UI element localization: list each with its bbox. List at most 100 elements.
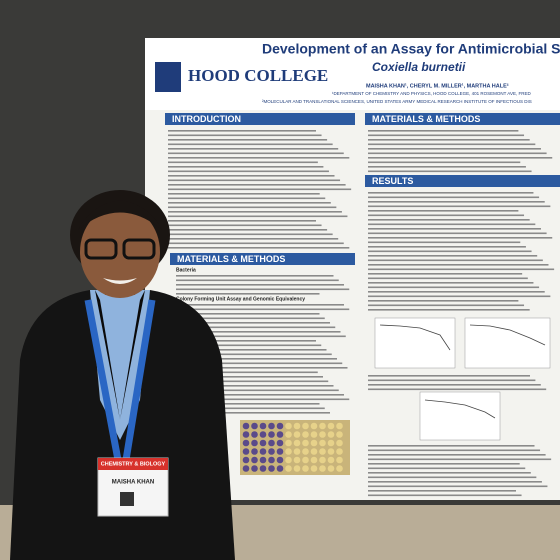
well — [251, 456, 258, 464]
text-line — [176, 293, 320, 295]
section-heading: INTRODUCTION — [172, 114, 241, 124]
text-line — [168, 134, 322, 137]
text-line — [368, 157, 553, 159]
well — [242, 439, 250, 447]
graph — [374, 317, 456, 369]
poster-header — [145, 38, 560, 110]
text-line — [368, 201, 545, 203]
text-line — [368, 264, 549, 266]
text-line — [368, 309, 530, 311]
text-line — [368, 134, 525, 137]
text-line — [176, 367, 348, 369]
well — [251, 422, 258, 430]
subheading: Bacteria — [176, 267, 196, 273]
well — [251, 448, 258, 455]
face — [80, 206, 160, 298]
lapel — [95, 290, 120, 420]
text-line — [168, 224, 322, 227]
well — [327, 422, 335, 430]
text-line — [176, 362, 343, 365]
text-line — [368, 196, 540, 199]
text-line — [176, 380, 329, 383]
text-line — [168, 161, 318, 164]
well — [327, 439, 335, 447]
well — [302, 431, 309, 438]
well — [268, 448, 275, 455]
text-line — [176, 279, 339, 282]
text-line — [168, 166, 324, 168]
section-bar — [365, 175, 560, 187]
text-line — [368, 476, 537, 479]
well — [327, 465, 335, 472]
badge-event: CHEMISTRY & BIOLOGY — [101, 461, 166, 467]
well — [310, 465, 318, 472]
well — [336, 439, 343, 447]
poster-subtitle: Coxiella burnetii — [372, 60, 466, 74]
text-line — [368, 467, 526, 470]
text-line — [368, 130, 519, 132]
text-line — [368, 192, 534, 194]
well — [242, 431, 250, 438]
text-line — [168, 206, 337, 209]
text-line — [368, 485, 548, 488]
text-line — [368, 139, 530, 141]
text-line — [368, 388, 547, 391]
well — [285, 439, 292, 447]
text-line — [368, 490, 516, 492]
text-line — [368, 375, 530, 377]
poster-authors: MAISHA KHAN¹, CHERYL M. MILLER¹, MARTHA … — [366, 82, 509, 89]
text-line — [368, 237, 553, 239]
wells — [242, 422, 343, 472]
text-line — [176, 284, 344, 286]
text-line — [368, 143, 536, 146]
logo-text: HOOD COLLEGE — [188, 66, 328, 85]
well — [259, 431, 267, 438]
glasses — [84, 238, 118, 260]
text-line — [176, 326, 336, 329]
well — [319, 465, 326, 472]
well — [293, 439, 301, 447]
text-line — [368, 205, 551, 208]
well — [268, 431, 275, 438]
well — [242, 448, 250, 455]
text-line — [176, 394, 344, 396]
text-line — [168, 238, 339, 240]
badge-band — [98, 458, 168, 470]
text-line — [368, 259, 543, 262]
well — [293, 448, 301, 455]
well — [259, 422, 267, 430]
text-line — [168, 229, 328, 231]
well — [293, 465, 301, 472]
well — [285, 431, 292, 438]
well — [285, 456, 292, 464]
text-line — [368, 152, 547, 155]
text-line — [368, 458, 552, 461]
text-line — [368, 286, 540, 289]
text-line — [368, 210, 519, 212]
text-line — [368, 300, 519, 302]
poster-title: Development of an Assay for Antimicrobia… — [262, 41, 560, 57]
well — [276, 439, 284, 447]
well — [336, 465, 343, 472]
section-heading: RESULTS — [372, 176, 413, 186]
text-line — [368, 481, 542, 483]
well — [293, 431, 301, 438]
graph-line — [424, 399, 496, 419]
badge-qr — [120, 492, 134, 506]
text-line — [168, 184, 346, 186]
text-line — [168, 143, 333, 146]
well — [327, 456, 335, 464]
text-line — [368, 273, 523, 275]
well — [285, 422, 292, 430]
text-line — [176, 331, 341, 333]
logo-shield — [155, 62, 181, 92]
body-text — [168, 130, 555, 497]
text-line — [368, 228, 541, 230]
text-line — [176, 335, 346, 338]
well — [336, 448, 343, 455]
poster-affiliation: ²MOLECULAR AND TRANSLATIONAL SCIENCES, U… — [262, 99, 532, 104]
text-line — [176, 275, 334, 277]
well — [302, 439, 309, 447]
text-line — [168, 242, 344, 245]
text-line — [168, 193, 320, 195]
